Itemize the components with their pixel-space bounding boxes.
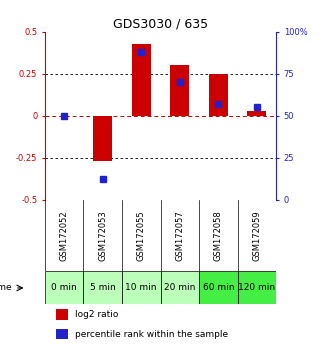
Text: 20 min: 20 min	[164, 284, 195, 292]
Text: log2 ratio: log2 ratio	[75, 310, 118, 319]
Text: 120 min: 120 min	[238, 284, 275, 292]
Title: GDS3030 / 635: GDS3030 / 635	[113, 18, 208, 31]
Bar	[122, 272, 160, 304]
Bar	[247, 111, 266, 116]
Text: 10 min: 10 min	[126, 284, 157, 292]
Bar	[83, 272, 122, 304]
Bar	[56, 329, 68, 339]
Bar	[56, 309, 68, 320]
Text: percentile rank within the sample: percentile rank within the sample	[75, 330, 228, 338]
Text: GSM172052: GSM172052	[60, 210, 69, 261]
Text: GSM172058: GSM172058	[214, 210, 223, 261]
Text: 60 min: 60 min	[203, 284, 234, 292]
Text: 0 min: 0 min	[51, 284, 77, 292]
Text: GSM172057: GSM172057	[175, 210, 184, 261]
Bar	[93, 116, 112, 161]
Bar	[238, 272, 276, 304]
Text: GSM172053: GSM172053	[98, 210, 107, 261]
Bar	[199, 272, 238, 304]
Text: 5 min: 5 min	[90, 284, 116, 292]
Text: GSM172059: GSM172059	[252, 210, 261, 261]
Bar	[170, 65, 189, 116]
Bar	[132, 44, 151, 116]
Bar	[45, 272, 83, 304]
Bar	[160, 272, 199, 304]
Text: time: time	[0, 284, 13, 292]
Text: GSM172055: GSM172055	[137, 210, 146, 261]
Bar	[209, 74, 228, 116]
